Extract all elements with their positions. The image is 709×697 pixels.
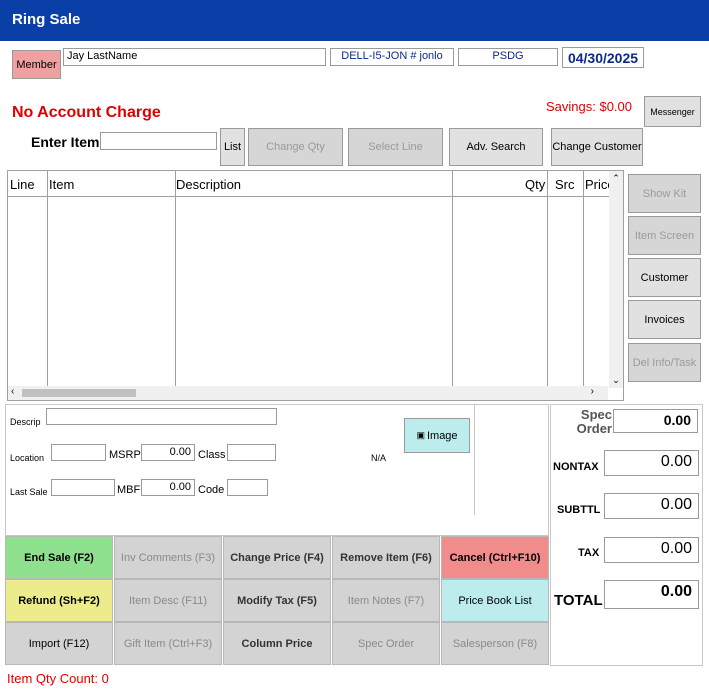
enter-item-input[interactable]: [100, 132, 217, 150]
savings-label: Savings: $0.00: [546, 99, 633, 114]
tax-label: TAX: [578, 547, 600, 559]
modify-tax-button[interactable]: Modify Tax (F5): [223, 579, 331, 622]
camera-icon: ▣: [416, 430, 425, 440]
last-sale-field[interactable]: [51, 479, 115, 496]
grid-header-row: [8, 171, 610, 197]
descrip-label: Descrip: [10, 417, 41, 427]
col-header-item[interactable]: Item: [49, 177, 75, 192]
end-sale-button[interactable]: End Sale (F2): [5, 536, 113, 579]
last-sale-label: Last Sale: [10, 487, 48, 497]
col-header-description[interactable]: Description: [176, 177, 242, 192]
price-book-list-button[interactable]: Price Book List: [441, 579, 549, 622]
items-grid[interactable]: Line Item Description Qty Src Price ⌃ ⌄ …: [7, 170, 624, 401]
date-field: 04/30/2025: [562, 47, 644, 68]
enter-item-label: Enter Item: [31, 134, 100, 150]
messenger-button[interactable]: Messenger: [644, 96, 701, 127]
item-qty-count: Item Qty Count: 0: [7, 671, 109, 686]
list-button[interactable]: List: [220, 128, 245, 166]
msrp-field: 0.00: [141, 444, 195, 461]
change-price-button[interactable]: Change Price (F4): [223, 536, 331, 579]
total-label: TOTAL: [554, 592, 603, 609]
grid-horizontal-scrollbar[interactable]: ‹ ›: [8, 386, 608, 400]
change-qty-button[interactable]: Change Qty: [248, 128, 343, 166]
salesperson-button[interactable]: Salesperson (F8): [441, 622, 549, 665]
scroll-down-icon[interactable]: ⌄: [612, 375, 620, 385]
change-customer-button[interactable]: Change Customer: [551, 128, 643, 166]
account-message: No Account Charge: [12, 104, 161, 121]
location-field[interactable]: [51, 444, 106, 461]
image-button-label: Image: [426, 429, 458, 442]
detail-divider: [474, 405, 475, 515]
location-label: Location: [10, 453, 45, 463]
scroll-left-icon[interactable]: ‹: [11, 386, 15, 397]
adv-search-button[interactable]: Adv. Search: [449, 128, 543, 166]
spec-order-button[interactable]: Spec Order: [332, 622, 440, 665]
gift-item-button[interactable]: Gift Item (Ctrl+F3): [114, 622, 222, 665]
invoices-button[interactable]: Invoices: [628, 300, 701, 339]
scroll-thumb[interactable]: [22, 389, 136, 397]
subttl-field: 0.00: [604, 493, 699, 519]
msrp-label: MSRP: [109, 449, 141, 461]
customer-button[interactable]: Customer: [628, 258, 701, 297]
scroll-right-icon[interactable]: ›: [590, 386, 594, 397]
image-na-text: N/A: [371, 453, 387, 463]
inv-comments-button[interactable]: Inv Comments (F3): [114, 536, 222, 579]
subttl-label: SUBTTL: [557, 504, 601, 516]
member-button[interactable]: Member: [12, 50, 61, 79]
image-button[interactable]: ▣ Image: [404, 418, 470, 453]
nontax-field: 0.00: [604, 450, 699, 476]
item-detail-panel: [5, 404, 549, 536]
class-field[interactable]: [227, 444, 276, 461]
spec-order-field: 0.00: [613, 409, 698, 433]
del-info-button[interactable]: Del Info/Task: [628, 343, 701, 382]
col-header-line[interactable]: Line: [10, 177, 35, 192]
mbf-field: 0.00: [141, 479, 195, 496]
class-label: Class: [198, 449, 226, 461]
tax-field: 0.00: [604, 537, 699, 563]
total-field: 0.00: [604, 580, 699, 609]
code-field[interactable]: [227, 479, 268, 496]
descrip-field[interactable]: [46, 408, 277, 425]
col-header-price[interactable]: Price: [585, 177, 610, 192]
item-desc-button[interactable]: Item Desc (F11): [114, 579, 222, 622]
item-screen-button[interactable]: Item Screen: [628, 216, 701, 255]
window-title: Ring Sale: [0, 0, 709, 41]
spec-order-label: Spec Order: [576, 407, 612, 436]
scroll-up-icon[interactable]: ⌃: [612, 173, 620, 183]
nontax-label: NONTAX: [553, 461, 599, 473]
remove-item-button[interactable]: Remove Item (F6): [332, 536, 440, 579]
computer-field: DELL-I5-JON # jonlo: [330, 48, 454, 66]
column-price-button[interactable]: Column Price: [223, 622, 331, 665]
mbf-label: MBF: [117, 484, 141, 496]
select-line-button[interactable]: Select Line: [348, 128, 443, 166]
code-label: Code: [198, 484, 225, 496]
store-field: PSDG: [458, 48, 558, 66]
col-header-qty[interactable]: Qty: [525, 177, 546, 192]
member-name-field: Jay LastName: [63, 48, 326, 66]
item-notes-button[interactable]: Item Notes (F7): [332, 579, 440, 622]
import-button[interactable]: Import (F12): [5, 622, 113, 665]
cancel-button[interactable]: Cancel (Ctrl+F10): [441, 536, 549, 579]
refund-button[interactable]: Refund (Sh+F2): [5, 579, 113, 622]
grid-vertical-scrollbar[interactable]: ⌃ ⌄: [609, 171, 623, 388]
show-kit-button[interactable]: Show Kit: [628, 174, 701, 213]
col-header-src[interactable]: Src: [555, 177, 575, 192]
totals-panel: [550, 404, 703, 666]
